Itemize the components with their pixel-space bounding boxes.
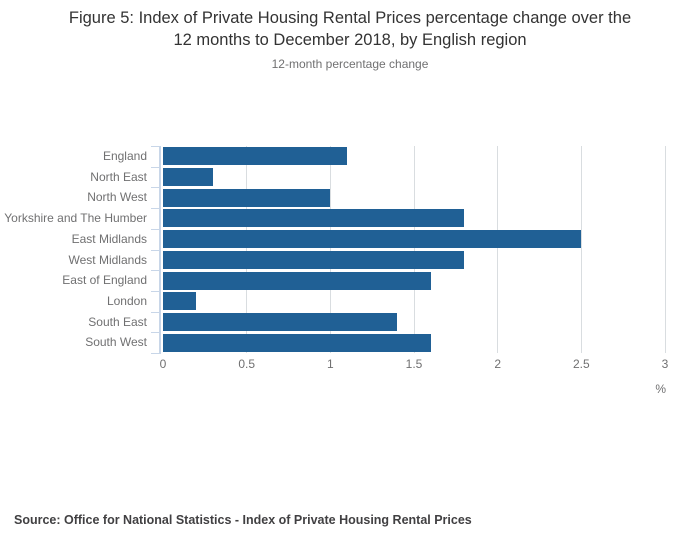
y-axis-tick [151, 291, 159, 292]
y-axis-tick [151, 229, 159, 230]
x-tick-label: 0 [159, 357, 167, 371]
bar-east-midlands [163, 230, 582, 249]
category-label: South East [88, 314, 147, 329]
chart-subtitle: 12-month percentage change [271, 57, 429, 71]
bar-north-west [163, 188, 331, 207]
category-label: East of England [62, 273, 147, 288]
chart-title-line-1: Figure 5: Index of Private Housing Renta… [68, 9, 632, 27]
source-note: Source: Office for National Statistics -… [14, 513, 472, 527]
category-label: West Midlands [68, 252, 147, 267]
y-axis-tick [151, 167, 159, 168]
bar-north-east [163, 168, 214, 187]
category-label: England [102, 149, 147, 163]
bar-england [163, 147, 348, 166]
x-axis-unit-label: % [655, 382, 666, 396]
x-tick-label: 2.5 [572, 357, 590, 371]
y-axis-tick [151, 312, 159, 313]
x-tick-label: 3 [661, 357, 669, 371]
y-axis-tick [151, 208, 159, 209]
x-tick-label: 2 [494, 357, 501, 371]
category-label: North East [90, 169, 147, 184]
y-axis-tick [151, 187, 159, 188]
gridline [329, 146, 331, 353]
gridline [580, 146, 582, 353]
y-axis-tick [151, 353, 159, 354]
plot-area [163, 146, 666, 353]
gridline [497, 146, 499, 353]
bar-south-west [163, 333, 431, 352]
category-label: South West [85, 335, 147, 350]
bar-yorkshire-and-the-humber [163, 209, 465, 228]
category-label: London [106, 293, 147, 308]
y-axis-tick [151, 332, 159, 333]
category-label: Yorkshire and The Humber [4, 211, 147, 226]
gridline [664, 146, 666, 353]
y-axis-tick [151, 270, 159, 271]
chart-title: Figure 5: Index of Private Housing Renta… [0, 7, 700, 51]
bar-east-of-england [163, 271, 431, 290]
bar-south-east [163, 312, 398, 331]
x-tick-label: 1.5 [405, 357, 423, 371]
y-axis-tick [151, 146, 159, 147]
category-label: North West [87, 190, 147, 205]
chart-title-line-2: 12 months to December 2018, by English r… [173, 31, 527, 49]
category-label: East Midlands [71, 231, 147, 246]
y-axis-line [159, 146, 161, 354]
x-tick-label: 1 [326, 357, 334, 371]
x-tick-label: 0.5 [238, 357, 255, 371]
bar-london [163, 292, 197, 311]
gridline [413, 146, 415, 353]
bar-west-midlands [163, 250, 465, 269]
y-axis-tick [151, 250, 159, 251]
gridline [246, 146, 248, 353]
